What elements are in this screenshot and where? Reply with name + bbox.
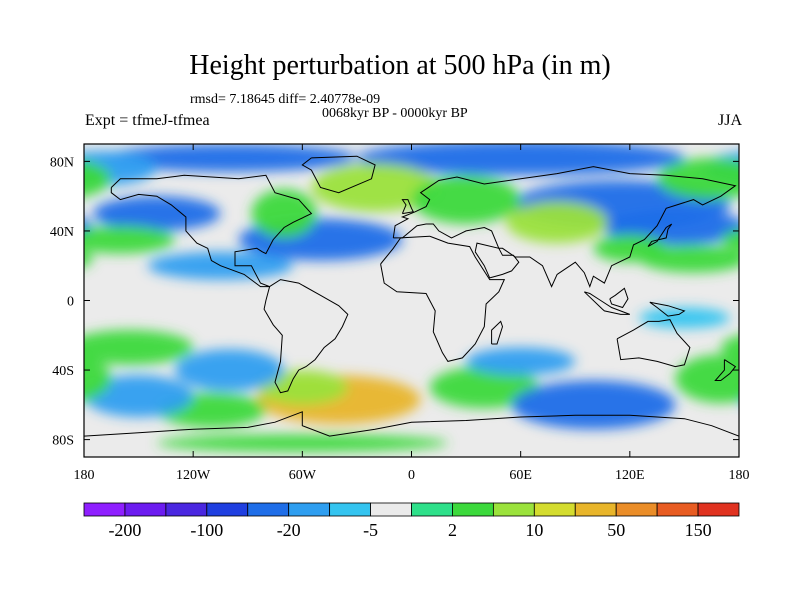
anomaly-region: [638, 307, 730, 329]
y-tick-label: 0: [67, 295, 74, 310]
anomaly-region: [84, 219, 94, 236]
colorbar-label: -200: [108, 520, 141, 540]
anomaly-region: [720, 335, 739, 360]
coastline-japan: [647, 223, 673, 248]
y-tick-label: 80N: [50, 155, 74, 170]
anomaly-region: [84, 356, 112, 402]
x-tick-label: 0: [408, 468, 415, 483]
colorbar-swatch: [697, 502, 740, 517]
x-tick-label: 180: [729, 468, 750, 483]
x-tick-label: 120E: [615, 468, 645, 483]
coastline-north-america: [110, 174, 313, 288]
coastline-arabia: [474, 242, 520, 279]
colorbar-swatch: [615, 502, 658, 517]
anomaly-region: [720, 229, 739, 251]
colorbar-swatch: [411, 502, 453, 517]
x-tick-label: 180: [74, 468, 95, 483]
coastline-eurasia: [392, 166, 737, 289]
anomaly-region: [84, 251, 94, 267]
anomaly-region: [102, 144, 357, 172]
anomaly-region: [593, 234, 667, 263]
season-label: JJA: [717, 112, 742, 129]
x-tick-label: 120W: [176, 468, 211, 483]
anomaly-region: [256, 370, 348, 405]
x-tick-label: 60W: [289, 468, 317, 483]
anomaly-region: [411, 175, 521, 224]
colorbar-swatch: [574, 502, 617, 517]
colorbar-swatch: [206, 502, 249, 517]
anomaly-region: [356, 144, 685, 176]
colorbar-label: 10: [525, 520, 543, 540]
coastline-new-zealand: [714, 359, 737, 381]
y-axis: 80N 40N 0 40S 80S: [50, 155, 739, 449]
colorbar-swatch: [165, 502, 208, 517]
colorbar-swatch: [370, 502, 412, 517]
coastline-antarctica: [84, 411, 739, 437]
anomaly-field: [84, 144, 800, 452]
anomaly-region: [657, 157, 739, 200]
anomaly-region: [251, 189, 317, 238]
anomaly-region: [675, 354, 739, 404]
colorbar-swatch: [124, 502, 167, 517]
colorbar-swatch: [329, 502, 371, 517]
coastline-british-isles: [401, 199, 415, 215]
colorbar-label: 150: [685, 520, 712, 540]
coastline-madagascar: [491, 320, 504, 345]
anomaly-region: [84, 160, 112, 197]
y-tick-label: 40N: [50, 225, 74, 240]
colorbar-swatch: [288, 502, 331, 517]
x-tick-label: 60E: [509, 468, 532, 483]
colorbar-swatch: [247, 502, 290, 517]
colorbar-label: 2: [448, 520, 457, 540]
coastline-africa: [380, 235, 506, 362]
colorbar-swatch: [83, 502, 126, 517]
x-axis: 180 120W 60W 0 60E 120E 180: [74, 144, 750, 483]
anomaly-region: [511, 380, 676, 430]
coastline-new-guinea: [649, 301, 686, 317]
coastline-borneo: [609, 287, 629, 309]
anomaly-region: [84, 225, 175, 254]
experiment-label: Expt = tfmeJ-tfmea: [85, 112, 210, 129]
anomaly-region: [156, 434, 448, 452]
coastline-australia: [616, 319, 691, 368]
period-label: 0068kyr BP - 0000kyr BP: [322, 106, 468, 121]
anomaly-region: [174, 349, 285, 391]
colorbar-label: 50: [607, 520, 625, 540]
coastline-indonesia: [583, 291, 630, 315]
stats-label: rmsd= 7.18645 diff= 2.40778e-09: [190, 92, 381, 107]
colorbar: -200 -100 -20 -5 2 10 50 150: [83, 502, 740, 540]
colorbar-swatch: [533, 502, 576, 517]
colorbar-swatch: [656, 502, 699, 517]
anomaly-region: [429, 366, 539, 409]
colorbar-label: -20: [277, 520, 301, 540]
anomaly-region: [739, 375, 800, 417]
colorbar-label: -5: [363, 520, 378, 540]
anomaly-region: [506, 201, 608, 244]
anomaly-region: [84, 330, 194, 365]
y-tick-label: 80S: [52, 434, 74, 449]
anomaly-region: [466, 347, 576, 376]
coastline-greenland: [301, 155, 376, 194]
chart-title: Height perturbation at 500 hPa (in m): [189, 50, 611, 81]
colorbar-swatch: [492, 502, 535, 517]
colorbar-swatch: [452, 502, 494, 517]
anomaly-region: [84, 375, 194, 418]
y-tick-label: 40S: [52, 364, 74, 379]
coastline-south-america: [263, 279, 349, 394]
anomaly-region: [93, 196, 221, 231]
colorbar-label: -100: [190, 520, 223, 540]
coastlines: [84, 155, 739, 437]
